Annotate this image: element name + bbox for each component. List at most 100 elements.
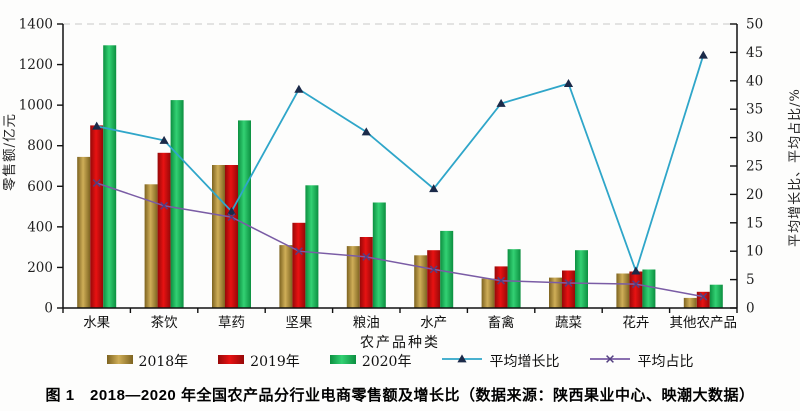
left-axis-title: 零售额/亿元 <box>2 112 18 192</box>
triangle-marker-icon <box>698 50 708 59</box>
left-tick-label: 600 <box>27 179 53 195</box>
legend-label-avg-growth: 平均增长比 <box>489 354 560 370</box>
x-marker-icon <box>699 292 708 301</box>
triangle-marker-icon <box>294 84 304 93</box>
x-category-label: 水产 <box>420 315 447 331</box>
x-category-label: 花卉 <box>622 315 649 331</box>
legend-swatch-2019 <box>218 353 245 369</box>
series-line <box>96 182 704 298</box>
triangle-marker-icon <box>563 79 574 88</box>
legend-item-2018: 2018年 <box>106 351 189 371</box>
triangle-marker-icon <box>92 121 102 130</box>
triangle-marker-icon <box>496 98 506 107</box>
bar-2018年-茶饮 <box>144 184 158 308</box>
x-category-label: 茶饮 <box>151 315 178 331</box>
triangle-marker-icon <box>429 184 439 193</box>
right-tick-label: 35 <box>746 102 763 118</box>
bar-2020年-坚果 <box>305 185 319 308</box>
bar-2018年-畜禽 <box>481 278 495 308</box>
right-tick-label: 40 <box>746 73 763 89</box>
bar-2019年-其他农产品 <box>696 291 710 308</box>
legend-swatch-canvas <box>218 355 245 364</box>
left-tick-label: 400 <box>27 219 53 235</box>
bar-2020年-水果 <box>103 45 117 309</box>
bar-2019年-水产 <box>427 250 441 308</box>
bar-2020年-粮油 <box>372 202 386 308</box>
bar-2018年-粮油 <box>346 246 360 308</box>
triangle-marker-icon <box>361 127 371 136</box>
legend-bar-swatch <box>218 355 245 364</box>
bar-2020年-水产 <box>440 230 454 308</box>
x-category-label: 粮油 <box>353 315 380 331</box>
series-line <box>96 54 705 274</box>
bar-2018年-草药 <box>212 165 225 308</box>
bar-2018年-坚果 <box>279 245 293 308</box>
right-axis-title: 平均增长比、平均占比/% <box>788 88 800 247</box>
right-tick-label: 50 <box>746 17 763 33</box>
legend-label-avg-share: 平均占比 <box>637 354 694 370</box>
legend-label-2019: 2019年 <box>250 354 300 370</box>
legend-label-2018: 2018年 <box>138 354 189 370</box>
x-category-label: 其他农产品 <box>670 315 738 331</box>
legend-swatch-2020 <box>329 353 356 369</box>
bar-2018年-花卉 <box>616 273 630 308</box>
left-tick-label: 200 <box>27 260 53 276</box>
x-marker-icon <box>92 179 101 187</box>
x-axis-title: 农产品种类 <box>360 335 440 351</box>
x-category-label: 坚果 <box>285 315 312 331</box>
legend-label-2020: 2020年 <box>361 354 412 370</box>
bar-2019年-蔬菜 <box>562 270 575 308</box>
bar-2018年-水产 <box>414 255 428 308</box>
x-marker-icon <box>606 355 615 363</box>
figure-caption: 图 1 2018—2020 年全国农产品分行业电商零售额及增长比（数据来源：陕西… <box>45 387 755 404</box>
right-tick-label: 5 <box>746 272 755 288</box>
right-tick-label: 10 <box>746 244 763 260</box>
bar-2019年-水果 <box>90 125 104 309</box>
legend-item-2020: 2020年 <box>329 351 412 371</box>
bar-2019年-草药 <box>225 165 238 308</box>
x-marker-icon <box>497 276 506 285</box>
legend-swatch-canvas <box>442 354 483 363</box>
bar-2020年-茶饮 <box>170 100 184 308</box>
triangle-marker-icon <box>457 354 468 363</box>
legend-item-avg-growth: 平均增长比 <box>441 351 559 371</box>
x-marker-icon <box>160 201 169 210</box>
legend-swatch-2018 <box>106 353 133 369</box>
bar-2019年-茶饮 <box>157 152 171 308</box>
right-tick-label: 45 <box>746 45 763 61</box>
right-tick-label: 15 <box>746 215 763 231</box>
left-tick-label: 1200 <box>19 57 53 73</box>
bar-2020年-花卉 <box>642 269 656 308</box>
triangle-marker-icon <box>159 135 169 144</box>
legend-item-avg-share: 平均占比 <box>589 351 693 371</box>
line-series-平均占比 <box>92 179 708 301</box>
bar-2020年-蔬菜 <box>575 250 588 308</box>
x-marker-icon <box>294 247 303 256</box>
left-tick-label: 800 <box>27 138 53 154</box>
chart-canvas: 0 200 400 600 800 1000 1200 1400 0 5 10 15 20 25 30 35 4… <box>19 17 764 332</box>
legend-bar-swatch <box>329 355 356 364</box>
right-tick-label: 25 <box>746 159 763 175</box>
bar-2018年-水果 <box>77 156 91 308</box>
right-tick-label: 0 <box>746 301 755 317</box>
legend-bar-swatch <box>106 355 133 364</box>
x-category-label: 蔬菜 <box>555 315 582 331</box>
bar-2019年-坚果 <box>292 222 306 308</box>
x-category-label: 草药 <box>218 315 245 331</box>
bar-2019年-畜禽 <box>494 266 508 308</box>
left-tick-label: 0 <box>44 301 53 317</box>
bar-2020年-其他农产品 <box>709 284 723 308</box>
x-marker-icon <box>429 265 438 274</box>
x-marker-icon <box>631 280 640 289</box>
left-tick-label: 1000 <box>19 98 53 114</box>
right-tick-label: 20 <box>746 187 763 203</box>
legend-swatch-canvas <box>106 355 133 364</box>
x-category-label: 水果 <box>83 315 110 331</box>
legend-item-2019: 2019年 <box>218 351 300 371</box>
right-tick-label: 30 <box>746 130 763 146</box>
bar-2019年-粮油 <box>359 237 373 308</box>
bar-2018年-蔬菜 <box>549 277 562 308</box>
bar-2020年-草药 <box>238 120 251 309</box>
x-marker-icon <box>362 252 371 261</box>
